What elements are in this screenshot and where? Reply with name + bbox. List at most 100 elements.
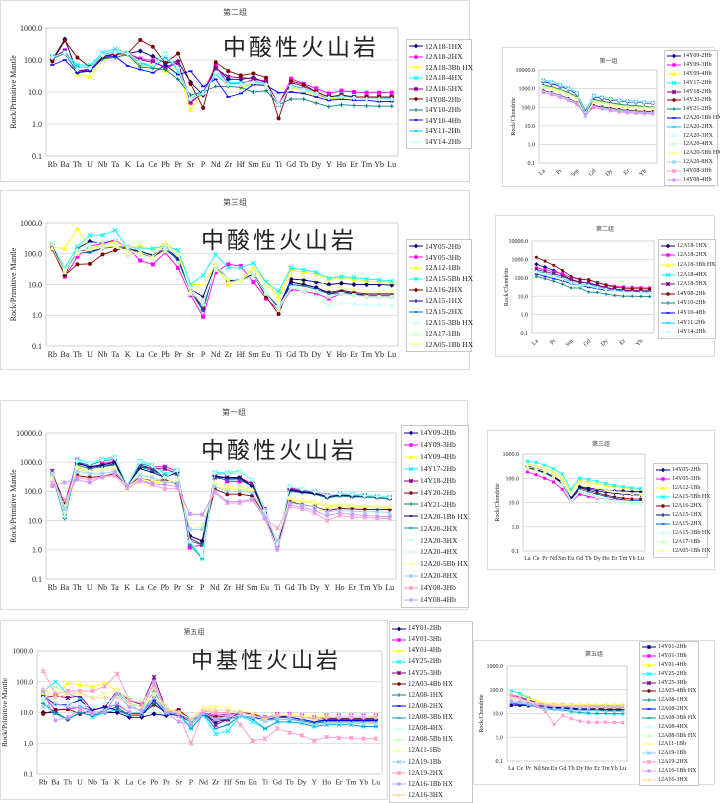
legend-item[interactable]: 12A08-5Bb HX <box>642 733 697 739</box>
legend-item[interactable]: 12A18-3Bh HX <box>409 64 473 72</box>
legend-item[interactable]: 12A20-8HX <box>404 572 466 580</box>
chart-panel-ree-group3[interactable]: 第三组 1000.0 100.0 10.0 1.0 0.1 Rock/Chondrite La… <box>487 430 715 570</box>
legend-item[interactable]: 14Y01-2Hb <box>642 644 696 650</box>
legend-item[interactable]: 12A20-1Bb HX <box>404 513 468 521</box>
legend-item[interactable]: 12A12-1Bb <box>409 264 469 272</box>
legend-item[interactable]: 12A15-5Bb HX <box>409 275 473 283</box>
legend-item[interactable]: 12A08-3Bb HX <box>392 714 470 721</box>
legend-item[interactable]: 14Y18-2Hb <box>667 89 715 95</box>
chart-panel-ree-group1[interactable]: 第一组 10000.0 1000.0 100.0 10.0 1.0 0.1 Rock/Chon… <box>502 47 720 187</box>
legend-item[interactable]: 14Y11-2Hb <box>409 127 469 135</box>
legend-item[interactable]: 14Y08-2Hb <box>661 291 713 297</box>
legend-item[interactable]: 14Y09-2Hb <box>404 429 466 437</box>
chart-panel-pm-group5[interactable]: 第五组 1000.0 100.0 10.0 1.0 0.1 Rock/Primitive M… <box>0 620 473 803</box>
legend-item[interactable]: 14Y18-2Hb <box>404 477 466 485</box>
legend-item[interactable]: 14Y17-2Hb <box>404 465 466 473</box>
legend-item[interactable]: 14Y08-3Hb <box>404 584 466 592</box>
legend-item[interactable]: 12A16-1Bb HX <box>642 768 697 774</box>
legend-item[interactable]: 12A05-1Bb HX <box>409 341 473 349</box>
legend-item[interactable]: 14Y09-4Hb <box>404 453 466 461</box>
legend-item[interactable]: 14Y20-2Hb <box>404 489 466 497</box>
legend-item[interactable]: 14Y09-2Hb <box>667 53 715 59</box>
legend-item[interactable]: 14Y08-4Hb <box>667 177 715 183</box>
legend-item[interactable]: 12A19-1Bb <box>392 758 470 766</box>
legend-item[interactable]: 12A20-4HX <box>667 141 715 147</box>
legend-item[interactable]: 14Y01-4Hb <box>642 662 696 668</box>
legend-item[interactable]: 12A08-2HX <box>642 706 696 712</box>
legend-item[interactable]: 14Y10-2Hb <box>661 300 713 306</box>
legend-item[interactable]: 14Y14-2Hb <box>661 329 713 335</box>
legend-item[interactable]: 12A08-3Bb HX <box>642 715 697 721</box>
legend-item[interactable]: 14Y25-3Hb <box>392 669 470 677</box>
legend-item[interactable]: 14Y21-2Hb <box>404 501 466 509</box>
legend-item[interactable]: 12A15-1HX <box>656 512 705 518</box>
legend-item[interactable]: 14Y05-2Hb <box>409 243 469 251</box>
legend-item[interactable]: 12A12-1Bb <box>656 485 705 491</box>
legend-item[interactable]: 14Y11-2Hb <box>661 320 713 326</box>
legend-item[interactable]: 12A18-4HX <box>409 74 469 82</box>
legend-item[interactable]: 12A18-2HX <box>661 252 713 258</box>
legend-item[interactable]: 12A08-4HX <box>642 724 696 730</box>
legend-item[interactable]: 12A16-2HX <box>656 503 705 509</box>
legend-item[interactable]: 12A20-3HX <box>404 536 466 545</box>
legend-item[interactable]: 14Y05-3Hb <box>656 476 705 482</box>
legend-item[interactable]: 12A08-4HX <box>392 725 470 732</box>
legend-item[interactable]: 14Y25-3Hb <box>642 680 696 686</box>
legend-item[interactable]: 12A17-1Bb <box>409 330 469 338</box>
legend-item[interactable]: 12A18-5HX <box>661 281 713 287</box>
legend-item[interactable]: 12A08-2HX <box>392 702 470 710</box>
legend-item[interactable]: 12A15-2HX <box>409 308 469 316</box>
legend-item[interactable]: 12A20-5Bb HX <box>404 560 468 568</box>
legend-item[interactable]: 12A15-2HX <box>656 521 705 527</box>
legend-item[interactable]: 12A20-5Bb HX <box>667 150 720 156</box>
legend-item[interactable]: 12A16-3HX <box>392 791 470 799</box>
legend-item[interactable]: 12A18-3Bh HX <box>661 262 716 268</box>
legend-item[interactable]: 12A05-1Bb HX <box>656 548 711 554</box>
legend-item[interactable]: 12A20-2HX <box>667 124 715 130</box>
legend-item[interactable]: 12A20-4HX <box>404 548 466 556</box>
legend-item[interactable]: 12A03-4Bb HX <box>392 680 470 688</box>
legend-item[interactable]: 14Y08-3Hb <box>667 168 715 174</box>
chart-panel-pm-group2[interactable]: 第二组 1000.0 100.0 10.0 1.0 0.1 Rock/Primitive M… <box>0 0 473 182</box>
legend-item[interactable]: 12A15-3Bb HX <box>409 319 473 327</box>
legend-item[interactable]: 12A16-3HX <box>642 777 696 783</box>
legend-item[interactable]: 12A20-8HX <box>667 159 715 165</box>
legend-item[interactable]: 12A15-3Bb HX <box>656 530 711 536</box>
legend-item[interactable]: 12A08-1HX <box>392 691 470 699</box>
legend-item[interactable]: 12A17-1Bb <box>656 539 705 545</box>
chart-panel-ree-group2[interactable]: 第二组 10000.0 1000.0 100.0 10.0 1.0 0.1 Rock/Chon… <box>495 215 716 357</box>
legend-item[interactable]: 14Y08-2Hb <box>409 96 469 104</box>
legend-item[interactable]: 14Y20-2Hb <box>667 97 715 103</box>
legend-item[interactable]: 14Y25-2Hb <box>642 671 696 677</box>
legend-item[interactable]: 12A20-3HX <box>667 133 715 139</box>
legend-item[interactable]: 14Y05-3Hb <box>409 254 469 262</box>
legend-item[interactable]: 14Y05-2Hb <box>656 467 705 473</box>
legend-item[interactable]: 12A19-1Bb <box>642 750 696 756</box>
legend-item[interactable]: 14Y09-4Hb <box>667 71 715 77</box>
legend-item[interactable]: 12A19-2HX <box>392 769 470 777</box>
legend-item[interactable]: 14Y09-3Hb <box>404 441 466 449</box>
legend-item[interactable]: 12A15-5Bb HX <box>656 494 711 500</box>
legend-item[interactable]: 14Y25-2Hb <box>392 658 470 665</box>
chart-panel-pm-group1[interactable]: 第一组 10000.0 1000.0 100.0 10.0 1.0 0.1 Rock/Prim… <box>0 400 469 610</box>
legend-item[interactable]: 12A20-1Bb HX <box>667 115 720 121</box>
legend-item[interactable]: 14Y17-2Hb <box>667 80 715 86</box>
chart-panel-pm-group3[interactable]: 第三组 1000.0 100.0 10.0 1.0 0.1 Rock/Primitive M… <box>0 190 473 370</box>
legend-item[interactable]: 12A19-2HX <box>642 759 696 765</box>
chart-panel-ree-group5[interactable]: 第五组 1000.0 100.0 10.0 1.0 0.1 Rock/Chondrite La… <box>473 640 715 786</box>
legend-item[interactable]: 12A18-1HX <box>409 43 469 51</box>
legend-item[interactable]: 12A08-5Bb HX <box>392 736 470 743</box>
legend-item[interactable]: 12A20-2HX <box>404 525 466 533</box>
legend-item[interactable]: 14Y09-3Hb <box>667 62 715 68</box>
legend-item[interactable]: 14Y01-3Hb <box>392 636 470 643</box>
legend-item[interactable]: 12A18-2HX <box>409 53 469 61</box>
legend-item[interactable]: 14Y01-3Hb <box>642 653 696 659</box>
legend-item[interactable]: 12A11-1Bb <box>392 747 470 754</box>
legend-item[interactable]: 14Y01-2Hb <box>392 625 470 632</box>
legend-item[interactable]: 12A18-1HX <box>661 243 713 249</box>
legend-item[interactable]: 14Y10-4Hb <box>409 117 469 125</box>
legend-item[interactable]: 12A03-4Bb HX <box>642 688 697 694</box>
legend-item[interactable]: 14Y10-2Hb <box>409 106 469 114</box>
legend-item[interactable]: 12A16-1Bb HX <box>392 780 470 788</box>
legend-item[interactable]: 14Y10-4Hb <box>661 310 713 316</box>
